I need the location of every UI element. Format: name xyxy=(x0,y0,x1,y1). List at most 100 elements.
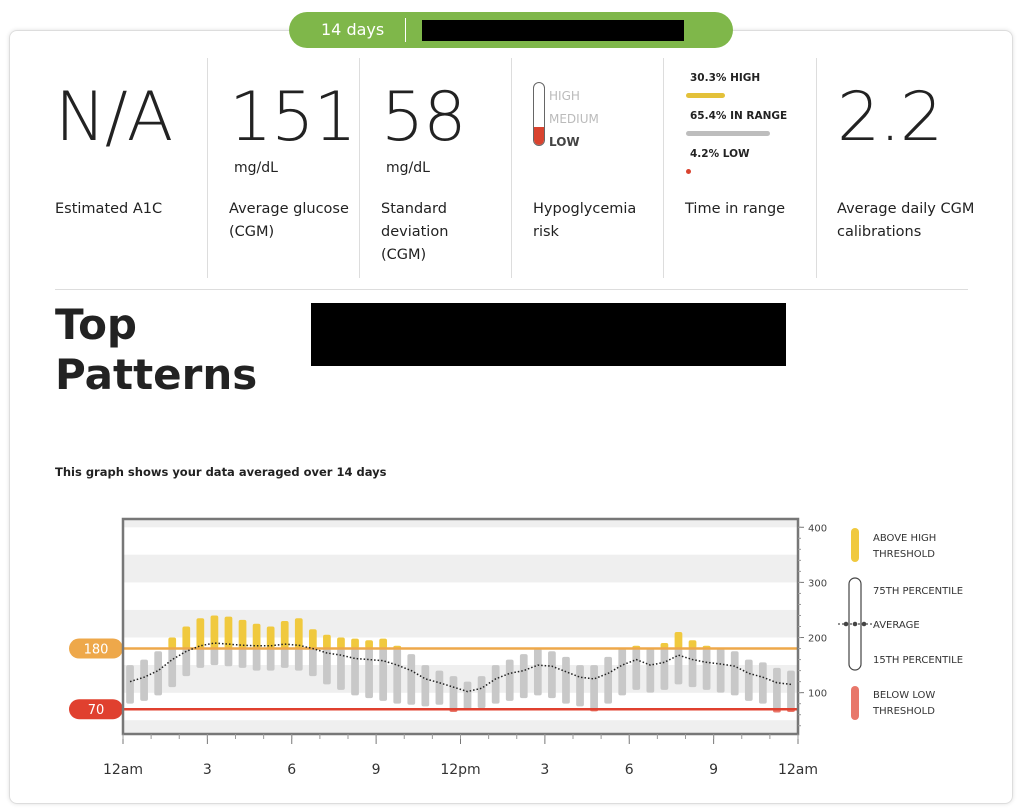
x-tick-label: 9 xyxy=(372,762,381,778)
range-bar xyxy=(379,648,388,701)
range-bar xyxy=(238,648,247,668)
stat-label: Standard deviation (CGM) xyxy=(381,201,449,263)
range-bar xyxy=(140,659,148,701)
range-bar xyxy=(266,648,275,671)
range-bar xyxy=(686,169,691,174)
legend-label: 15TH PERCENTILE xyxy=(873,655,963,666)
range-bar xyxy=(702,648,711,690)
stat-value: N/A xyxy=(55,78,173,157)
range-label: 65.4% IN RANGE xyxy=(690,110,788,122)
risk-level: HIGH xyxy=(549,89,580,103)
low-threshold-pill xyxy=(69,699,123,720)
legend-label: ABOVE HIGH THRESHOLD xyxy=(872,533,936,560)
stat-label: Estimated A1C xyxy=(55,201,163,217)
range-bar xyxy=(519,654,528,699)
legend-label: BELOW LOW THRESHOLD xyxy=(872,690,935,717)
range-bar xyxy=(449,676,458,710)
legend-line: ABOVE HIGH xyxy=(873,533,936,544)
range-bar xyxy=(576,665,584,707)
grid-band xyxy=(123,609,798,638)
range-bar xyxy=(210,648,219,666)
range-bar xyxy=(533,648,542,696)
above-bar xyxy=(674,632,683,649)
above-bar xyxy=(168,637,177,649)
range-bar xyxy=(758,662,767,704)
range-bar xyxy=(686,93,725,98)
range-bar xyxy=(154,651,163,696)
range-bar xyxy=(252,648,261,671)
low-threshold-label: 70 xyxy=(88,703,105,718)
range-bar xyxy=(463,681,472,710)
stat-value: 151 xyxy=(229,78,357,157)
range-bar xyxy=(787,670,795,710)
range-bar xyxy=(280,648,289,668)
range-bar xyxy=(421,665,430,707)
grid-band xyxy=(123,665,798,693)
stat-label: Hypoglycemia risk xyxy=(533,201,637,240)
range-bar xyxy=(308,648,317,677)
above-bar xyxy=(308,629,317,649)
legend-dot xyxy=(843,621,849,627)
range-bar xyxy=(548,651,556,699)
rule xyxy=(55,289,968,290)
divider xyxy=(207,58,208,278)
range-bar xyxy=(126,665,134,704)
divider xyxy=(359,58,360,278)
stat-label: Average glucose (CGM) xyxy=(229,201,349,240)
stat-unit: mg/dL xyxy=(234,160,278,176)
range-bar xyxy=(716,648,725,693)
period-label: 14 days xyxy=(321,20,385,39)
range-bar xyxy=(491,665,500,704)
range-bar xyxy=(686,131,770,136)
stat-label: Average daily CGM calibrations xyxy=(837,201,975,240)
divider xyxy=(663,58,664,278)
x-tick-label: 6 xyxy=(287,762,296,778)
above-bar xyxy=(266,626,275,649)
stat-value: 58 xyxy=(381,78,467,157)
legend-dot xyxy=(861,621,867,627)
grid-band xyxy=(123,519,798,528)
above-bar xyxy=(365,640,373,649)
above-bar xyxy=(224,616,233,649)
risk-fill xyxy=(534,127,544,145)
range-bar xyxy=(168,648,177,688)
risk-level: LOW xyxy=(549,135,580,149)
above-bar xyxy=(337,637,345,649)
y-tick-label: 100 xyxy=(808,689,827,700)
above-bar xyxy=(238,619,247,649)
average-line xyxy=(129,642,792,693)
above-bar xyxy=(660,643,669,649)
range-bar xyxy=(590,665,598,710)
y-tick-label: 200 xyxy=(808,634,827,645)
above-bar xyxy=(379,638,388,649)
range-bar xyxy=(660,648,669,690)
stat-value: 2.2 xyxy=(837,78,943,157)
above-bar xyxy=(351,638,359,649)
x-tick-label: 3 xyxy=(540,762,549,778)
above-bar xyxy=(323,634,331,649)
high-threshold-pill xyxy=(69,638,123,659)
x-tick-label: 12am xyxy=(778,762,818,778)
x-tick-label: 6 xyxy=(625,762,634,778)
x-tick-label: 12pm xyxy=(440,762,480,778)
redacted xyxy=(311,303,786,366)
range-bar xyxy=(323,648,331,685)
legend-line: THRESHOLD xyxy=(872,549,935,560)
divider xyxy=(816,58,817,278)
range-bar xyxy=(632,648,641,690)
separator xyxy=(405,18,406,42)
range-bar xyxy=(182,648,191,677)
range-bar xyxy=(407,654,416,705)
range-bar xyxy=(294,648,303,671)
range-bar xyxy=(477,676,486,709)
legend-line: THRESHOLD xyxy=(872,706,935,717)
range-bar xyxy=(604,656,613,704)
range-bar xyxy=(773,667,781,710)
above-bar xyxy=(294,618,303,649)
range-bar xyxy=(688,648,697,688)
y-tick-label: 400 xyxy=(808,523,827,534)
period-selector[interactable]: 14 days xyxy=(289,12,733,48)
grid-band xyxy=(123,720,798,734)
above-bar xyxy=(280,620,289,649)
